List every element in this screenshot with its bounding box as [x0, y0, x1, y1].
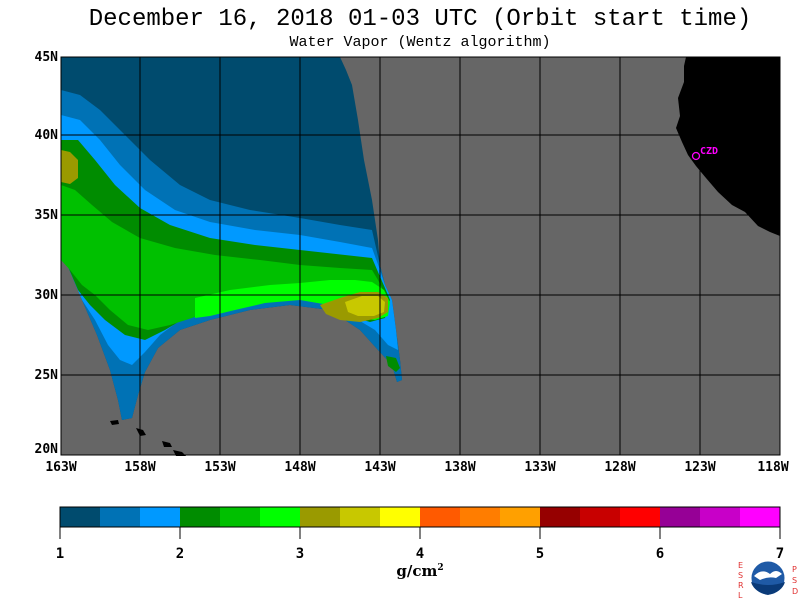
- colorbar-swatch: [300, 507, 341, 527]
- lon-label-163w: 163W: [45, 460, 77, 475]
- hawaii-island-2: [136, 428, 146, 436]
- lat-label-30n: 30N: [34, 288, 58, 303]
- vapor-region-2.8: [195, 280, 390, 320]
- hawaii-island-1: [110, 420, 119, 425]
- psd-letter-p: P: [792, 565, 797, 574]
- esrl-letter-e: E: [738, 561, 743, 570]
- esrl-letter-l: L: [738, 591, 743, 600]
- hawaii-island-3: [162, 441, 172, 447]
- lon-label-158w: 158W: [124, 460, 156, 475]
- colorbar-swatch: [740, 507, 781, 527]
- noaa-gull: [754, 571, 782, 580]
- colorbar-swatch: [540, 507, 581, 527]
- lon-label-153w: 153W: [204, 460, 236, 475]
- esrl-letter-r: R: [738, 581, 744, 590]
- colorbar-swatch: [220, 507, 261, 527]
- lon-label-123w: 123W: [684, 460, 716, 475]
- vapor-region-3.5: [345, 296, 385, 316]
- lat-lon-grid: [61, 57, 780, 455]
- vapor-region-3.1-north: [61, 150, 78, 184]
- lon-label-138w: 138W: [444, 460, 476, 475]
- lon-label-118w: 118W: [757, 460, 789, 475]
- noaa-esrl-psd-logo: E S R L P S D: [738, 560, 798, 600]
- colorbar-swatch: [580, 507, 621, 527]
- lat-label-20n: 20N: [34, 442, 58, 457]
- lon-label-133w: 133W: [524, 460, 556, 475]
- map-title: December 16, 2018 01-03 UTC (Orbit start…: [88, 6, 752, 33]
- colorbar-tick-2: 2: [175, 546, 185, 562]
- colorbar-swatch: [60, 507, 101, 527]
- vapor-region-2.2-tail: [386, 356, 400, 372]
- colorbar-swatch: [140, 507, 181, 527]
- lon-label-148w: 148W: [284, 460, 316, 475]
- colorbar-swatch: [340, 507, 381, 527]
- noaa-sea: [751, 582, 785, 595]
- city-label: CZD: [700, 146, 719, 157]
- city-marker: [691, 151, 701, 161]
- colorbar-units: g/cm2: [380, 562, 460, 580]
- map-subtitle: Water Vapor (Wentz algorithm): [289, 34, 551, 51]
- colorbar-tick-1: 1: [55, 546, 65, 562]
- units-text: g/cm: [396, 562, 438, 580]
- lat-label-25n: 25N: [34, 368, 58, 383]
- colorbar-swatch: [700, 507, 741, 527]
- colorbar-tick-3: 3: [295, 546, 305, 562]
- psd-letter-d: D: [792, 587, 798, 596]
- map-frame: [60, 56, 781, 456]
- lat-label-40n: 40N: [34, 128, 58, 143]
- north-america-land: [676, 57, 780, 236]
- colorbar-swatch: [420, 507, 461, 527]
- colorbar-swatch: [620, 507, 661, 527]
- colorbar-swatch: [500, 507, 541, 527]
- colorbar-tick-6: 6: [655, 546, 665, 562]
- psd-letters: P S D: [792, 565, 798, 596]
- colorbar-swatch: [380, 507, 421, 527]
- lon-label-143w: 143W: [364, 460, 396, 475]
- colorbar-tick-5: 5: [535, 546, 545, 562]
- colorbar-swatch: [180, 507, 221, 527]
- colorbar-swatch: [460, 507, 501, 527]
- esrl-letters: E S R L: [738, 561, 744, 600]
- colorbar-tick-4: 4: [415, 546, 425, 562]
- water-vapor-field: [61, 57, 402, 420]
- colorbar-swatch: [100, 507, 141, 527]
- colorbar-swatch: [260, 507, 301, 527]
- psd-letter-s: S: [792, 576, 797, 585]
- lat-label-35n: 35N: [34, 208, 58, 223]
- colorbar-tick-7: 7: [775, 546, 785, 562]
- esrl-letter-s: S: [738, 571, 743, 580]
- colorbar-swatch: [660, 507, 701, 527]
- lon-label-128w: 128W: [604, 460, 636, 475]
- lat-label-45n: 45N: [34, 50, 58, 65]
- colorbar: [59, 506, 781, 539]
- units-exponent: 2: [437, 563, 444, 573]
